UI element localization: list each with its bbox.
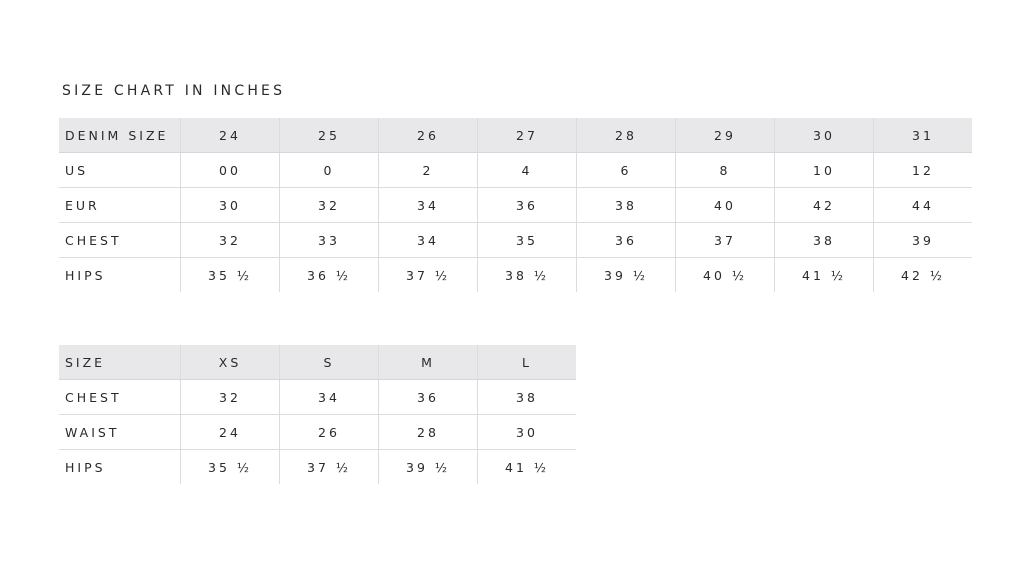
table-cell: M: [378, 345, 478, 380]
table-cell: 6: [576, 152, 676, 188]
table-cell: 30: [477, 414, 576, 450]
table-cell: 26: [279, 414, 379, 450]
general-size-table: SIZE XS S M L CHEST 32 34 36 38 WAIST 24 26 28 30 HIPS 3…: [59, 345, 576, 484]
row-label: WAIST: [59, 414, 181, 450]
table-cell: 24: [180, 118, 280, 153]
table-cell: 35: [477, 222, 577, 258]
table-cell: XS: [180, 345, 280, 380]
table-cell: 42: [774, 187, 874, 223]
table-cell: 44: [873, 187, 972, 223]
table-cell: 41 ½: [774, 257, 874, 292]
row-label: HIPS: [65, 267, 106, 283]
table-cell: 10: [774, 152, 874, 188]
row-label: CHEST: [59, 222, 181, 258]
table-cell: 35 ½: [180, 257, 280, 292]
table-cell: 00: [180, 152, 280, 188]
table-cell: 33: [279, 222, 379, 258]
table-cell: 38: [477, 379, 576, 415]
table-cell: 24: [180, 414, 280, 450]
page-title: SIZE CHART IN INCHES: [62, 83, 286, 99]
table-row: HIPS 35 ½ 37 ½ 39 ½ 41 ½: [59, 449, 576, 484]
table-cell: 37 ½: [378, 257, 478, 292]
table-cell: 37 ½: [279, 449, 379, 484]
table-row: CHEST 32 33 34 35 36 37 38 39: [59, 222, 972, 258]
row-label: SIZE: [59, 345, 181, 380]
table-cell: 2: [378, 152, 478, 188]
table-cell: 36: [576, 222, 676, 258]
table-cell: 25: [279, 118, 379, 153]
table-cell: 38: [576, 187, 676, 223]
table-cell: 29: [675, 118, 775, 153]
table-cell: 28: [378, 414, 478, 450]
table-cell: 34: [279, 379, 379, 415]
table-row: WAIST 24 26 28 30: [59, 414, 576, 450]
table-cell: 36 ½: [279, 257, 379, 292]
table-row: HIPS 35 ½ 36 ½ 37 ½ 38 ½ 39 ½ 40 ½ 41 ½ 42 ½: [59, 257, 972, 292]
table-cell: 31: [873, 118, 972, 153]
table-row: EUR 30 32 34 36 38 40 42 44: [59, 187, 972, 223]
table-cell: 28: [576, 118, 676, 153]
table-cell: 38 ½: [477, 257, 577, 292]
table-cell: 36: [378, 379, 478, 415]
table-cell: S: [279, 345, 379, 380]
table-row: US 00 0 2 4 6 8 10 12: [59, 152, 972, 188]
table-cell: 0: [279, 152, 379, 188]
table-row: CHEST 32 34 36 38: [59, 379, 576, 415]
table-cell: 32: [180, 379, 280, 415]
denim-size-table: DENIM SIZE 24 25 26 27 28 29 30 31 US 00 0 2 4 6 8 10 12 E…: [59, 118, 972, 292]
table-cell: 42 ½: [873, 257, 972, 292]
table-cell: 39 ½: [378, 449, 478, 484]
table-cell: 30: [180, 187, 280, 223]
table-cell: 36: [477, 187, 577, 223]
table-cell: 41 ½: [477, 449, 576, 484]
table-cell: 4: [477, 152, 577, 188]
table-cell: 39: [873, 222, 972, 258]
row-label: DENIM SIZE: [59, 118, 181, 153]
table-cell: 32: [180, 222, 280, 258]
table-cell: 26: [378, 118, 478, 153]
table-cell: 39 ½: [576, 257, 676, 292]
row-label: EUR: [59, 187, 181, 223]
table-header-row: DENIM SIZE 24 25 26 27 28 29 30 31: [59, 118, 972, 153]
table-cell: 12: [873, 152, 972, 188]
table-cell: 38: [774, 222, 874, 258]
table-cell: L: [477, 345, 576, 380]
table-cell: 8: [675, 152, 775, 188]
table-cell: 35 ½: [180, 449, 280, 484]
table-cell: 40: [675, 187, 775, 223]
table-cell: 32: [279, 187, 379, 223]
table-cell: 40 ½: [675, 257, 775, 292]
table-cell: 30: [774, 118, 874, 153]
table-cell: 34: [378, 187, 478, 223]
row-label: HIPS: [65, 459, 106, 475]
row-label: CHEST: [59, 379, 181, 415]
table-cell: 37: [675, 222, 775, 258]
row-label: US: [59, 152, 181, 188]
table-cell: 27: [477, 118, 577, 153]
table-cell: 34: [378, 222, 478, 258]
table-header-row: SIZE XS S M L: [59, 345, 576, 380]
